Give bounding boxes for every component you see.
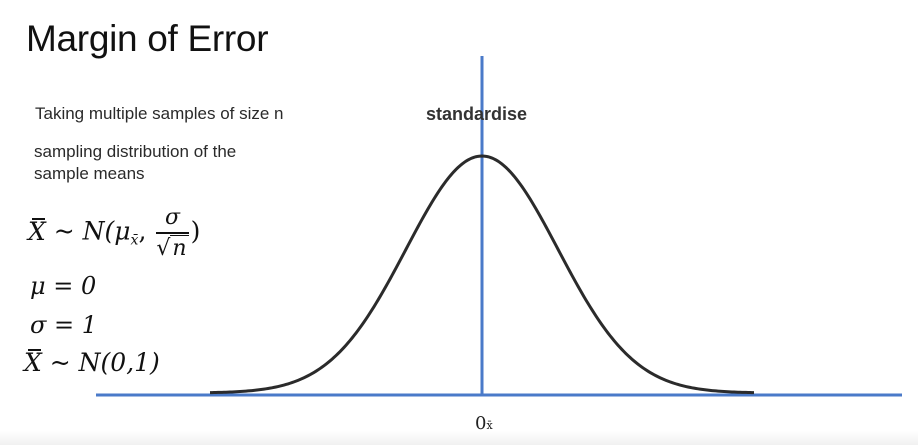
formula-subscript: x̄ bbox=[130, 232, 139, 249]
zero-tick-subscript: x̄ bbox=[486, 419, 493, 432]
formula-fraction: σ √n bbox=[156, 205, 189, 261]
formula-tilde: ~ bbox=[45, 216, 83, 246]
formula-denominator-value: n bbox=[170, 235, 189, 261]
bell-curve bbox=[209, 154, 755, 395]
std-dev-equation: σ = 1 bbox=[30, 311, 98, 339]
standard-normal-formula: X ~ N(0,1) bbox=[24, 348, 160, 377]
formula-denominator: √n bbox=[156, 235, 189, 261]
slide-title: Margin of Error bbox=[26, 18, 269, 59]
standard-rest: ~ N(0,1) bbox=[41, 348, 160, 377]
formula-numerator: σ bbox=[156, 205, 189, 234]
formula-close: ) bbox=[190, 216, 201, 246]
bottom-fade bbox=[0, 431, 918, 445]
description-line-2: sampling distribution of the bbox=[34, 142, 237, 161]
formula-comma: , bbox=[138, 216, 155, 246]
sampling-distribution-formula: X ~ N(μx̄, σ √n) bbox=[28, 205, 200, 261]
standard-lhs: X bbox=[24, 348, 42, 377]
mean-equation: μ = 0 bbox=[30, 272, 97, 300]
description-line-3: sample means bbox=[34, 164, 145, 183]
description-line-1: Taking multiple samples of size n bbox=[35, 104, 284, 123]
standardise-label: standardise bbox=[426, 104, 528, 124]
zero-tick-value: 0 bbox=[475, 413, 487, 434]
formula-family: N(μ bbox=[82, 216, 131, 246]
zero-tick-label: 0x̄ bbox=[475, 413, 493, 434]
formula-lhs: X bbox=[28, 216, 46, 246]
